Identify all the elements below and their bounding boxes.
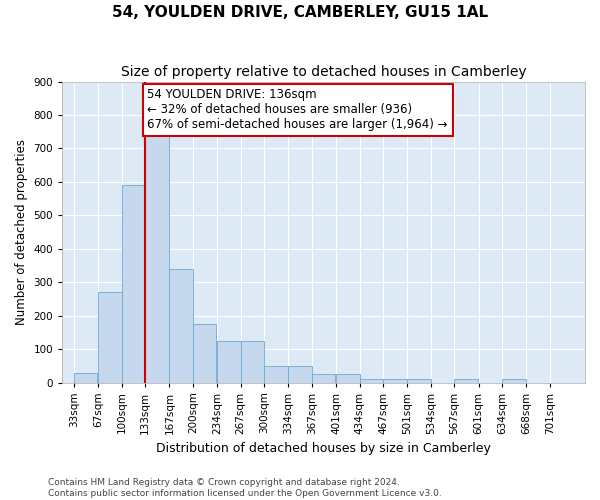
X-axis label: Distribution of detached houses by size in Camberley: Distribution of detached houses by size … [156,442,491,455]
Bar [264,366,287,382]
Text: 54 YOULDEN DRIVE: 136sqm
← 32% of detached houses are smaller (936)
67% of semi-: 54 YOULDEN DRIVE: 136sqm ← 32% of detach… [148,88,448,131]
Bar [193,324,217,382]
Bar [289,366,312,382]
Bar [169,269,193,382]
Text: 54, YOULDEN DRIVE, CAMBERLEY, GU15 1AL: 54, YOULDEN DRIVE, CAMBERLEY, GU15 1AL [112,5,488,20]
Bar [217,340,241,382]
Title: Size of property relative to detached houses in Camberley: Size of property relative to detached ho… [121,65,526,79]
Bar [359,379,383,382]
Bar [502,379,526,382]
Bar [74,374,97,382]
Bar [336,374,359,382]
Bar [383,379,407,382]
Bar [98,292,122,382]
Bar [145,135,169,382]
Bar [407,379,431,382]
Text: Contains HM Land Registry data © Crown copyright and database right 2024.
Contai: Contains HM Land Registry data © Crown c… [48,478,442,498]
Y-axis label: Number of detached properties: Number of detached properties [15,139,28,325]
Bar [241,340,264,382]
Bar [122,185,145,382]
Bar [454,379,478,382]
Bar [312,374,335,382]
